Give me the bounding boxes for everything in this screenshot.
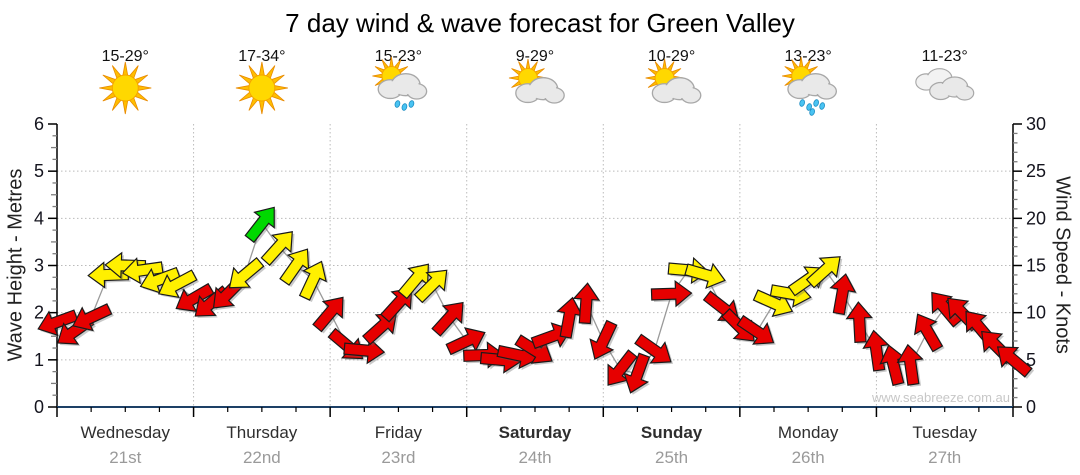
rain-drop — [806, 103, 812, 111]
day-name: Tuesday — [912, 423, 977, 442]
cloud-shape — [377, 73, 428, 100]
day-name: Sunday — [641, 423, 703, 442]
wind-arrow — [650, 279, 693, 308]
wind-arrow — [244, 206, 275, 244]
wind-arrow — [914, 313, 944, 353]
rain-drop — [819, 102, 825, 110]
left-tick-label: 0 — [34, 397, 44, 417]
day-name: Saturday — [499, 423, 572, 442]
cloud-shape — [651, 77, 702, 104]
rain-drop — [394, 100, 401, 108]
right-tick-label: 5 — [1026, 350, 1036, 370]
wind-arrow — [829, 273, 857, 316]
chart-title: 7 day wind & wave forecast for Green Val… — [285, 8, 795, 38]
weather-icon-sun-cloud-rain-heavy — [782, 56, 838, 116]
day-date: 23rd — [381, 448, 415, 467]
left-tick-label: 6 — [34, 114, 44, 134]
wind-arrow — [37, 309, 79, 337]
wind-arrow — [589, 319, 618, 361]
weather-icon-sun — [235, 61, 288, 115]
wind-arrow — [175, 282, 215, 313]
day-name: Monday — [778, 423, 839, 442]
day-date: 21st — [109, 448, 141, 467]
day-temp: 9-29° — [516, 48, 554, 65]
day-column-friday: 15-23° Friday 23rd — [372, 48, 428, 467]
day-name: Friday — [375, 423, 423, 442]
wind-arrow — [623, 352, 651, 394]
left-tick-label: 2 — [34, 303, 44, 323]
day-date: 25th — [655, 448, 688, 467]
weather-icon-sun — [99, 61, 152, 115]
wind-arrow — [634, 333, 672, 364]
wind-arrows — [37, 206, 1035, 395]
day-date: 24th — [518, 448, 551, 467]
weather-icon-sun-cloud — [645, 58, 702, 104]
rain-drop — [809, 108, 815, 116]
right-tick-label: 30 — [1026, 114, 1046, 134]
right-tick-label: 15 — [1026, 256, 1046, 276]
wind-arrow — [413, 269, 448, 304]
day-column-monday: 13-23° Monday 26th — [778, 48, 839, 467]
right-tick-label: 25 — [1026, 161, 1046, 181]
day-temp: 10-29° — [648, 48, 695, 65]
left-tick-label: 4 — [34, 208, 44, 228]
day-column-saturday: 9-29° Saturday 24th — [499, 48, 572, 467]
wind-arrow — [896, 343, 924, 386]
left-tick-label: 1 — [34, 350, 44, 370]
left-tick-label: 5 — [34, 161, 44, 181]
rain-drop — [799, 99, 805, 107]
wind-arrow — [157, 269, 198, 299]
wind-arrow — [931, 291, 963, 328]
wind-arrow — [684, 262, 726, 290]
wind-arrow — [805, 256, 841, 289]
wind-arrow — [72, 303, 113, 332]
day-temp: 11-23° — [922, 48, 968, 65]
cloud-shape — [929, 76, 975, 101]
rain-drop — [813, 99, 819, 107]
wind-arrow — [736, 314, 775, 345]
day-temp: 15-23° — [375, 48, 422, 65]
sun-disc — [111, 74, 139, 102]
weather-icon-sun-cloud-rain — [372, 56, 428, 111]
wind-arrow — [845, 301, 873, 343]
wind-arrow — [572, 282, 601, 325]
day-temp: 15-29° — [102, 48, 149, 65]
sun-disc — [248, 74, 276, 102]
wind-arrow — [260, 231, 293, 266]
wind-arrow — [431, 301, 464, 337]
day-temp: 17-34° — [238, 48, 285, 65]
cloud-shape — [515, 77, 565, 104]
watermark: www.seabreeze.com.au — [871, 390, 1010, 405]
right-tick-label: 10 — [1026, 303, 1046, 323]
right-tick-label: 0 — [1026, 397, 1036, 417]
wind-arrow — [996, 346, 1033, 378]
wind-arrow — [298, 260, 327, 301]
rain-drop — [408, 100, 415, 108]
day-name: Thursday — [226, 423, 297, 442]
day-date: 22nd — [243, 448, 281, 467]
day-column-thursday: 17-34° Thursday 22nd — [226, 48, 297, 467]
day-name: Wednesday — [81, 423, 171, 442]
wind-arrow — [121, 257, 164, 285]
day-date: 27th — [928, 448, 961, 467]
day-temp: 13-23° — [784, 48, 831, 65]
day-column-tuesday: 11-23° Tuesday 27th — [912, 48, 977, 467]
weather-icon-sun-cloud — [508, 58, 565, 104]
day-column-sunday: 10-29° Sunday 25th — [641, 48, 703, 467]
wind-arrow — [312, 296, 344, 333]
day-column-wednesday: 15-29° Wednesday 21st — [81, 48, 171, 467]
wind-arrow — [228, 256, 265, 289]
day-date: 26th — [792, 448, 825, 467]
left-tick-label: 3 — [34, 256, 44, 276]
weather-icon-clouds — [915, 68, 975, 101]
cloud-shape — [787, 73, 838, 100]
rain-drop — [401, 103, 408, 111]
right-tick-label: 20 — [1026, 208, 1046, 228]
